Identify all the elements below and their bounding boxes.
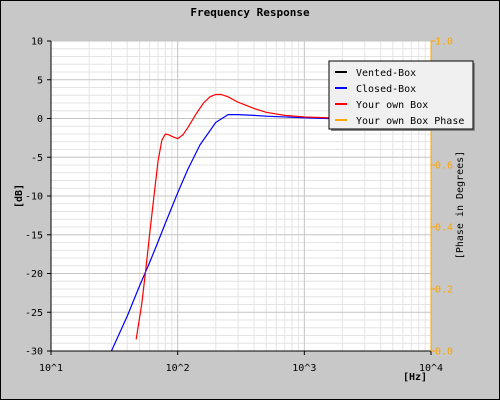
y-tick-label: 5 (37, 75, 43, 86)
y2-axis-label: [Phase in Degrees] (455, 151, 466, 259)
y2-tick-label: 0.6 (435, 161, 453, 172)
legend-label-1: Closed-Box (356, 84, 416, 95)
y2-tick-label: 0.0 (435, 347, 453, 358)
y-tick-label: -25 (25, 308, 43, 319)
y-tick-label: -20 (25, 269, 43, 280)
series-line-1 (110, 114, 355, 352)
x-tick-label: 10^4 (419, 363, 443, 374)
legend-box (328, 60, 474, 130)
series-layer (110, 93, 355, 352)
y-tick-label: 10 (31, 37, 43, 48)
y2-tick-label: 0.4 (435, 223, 453, 234)
y2-tick-label: 0.2 (435, 285, 453, 296)
x-tick-label: 10^1 (39, 363, 63, 374)
x-tick-label: 10^2 (166, 363, 190, 374)
y-axis-label: [dB] (14, 184, 25, 208)
legend: Vented-Box Closed-Box Your own Box Your own… (328, 60, 475, 131)
axes: 10 5 0 -5 -10 -15 -20 -25 -30 10^1 10^2 10^3 10^4 1.0… (25, 37, 453, 375)
series-line-2 (135, 93, 355, 340)
y-tick-label: -10 (25, 192, 43, 203)
y-tick-label: 0 (37, 114, 43, 125)
chart-title: Frequency Response (190, 6, 310, 19)
x-axis-label: [Hz] (403, 372, 427, 383)
legend-label-2: Your own Box (356, 100, 428, 111)
x-tick-label: 10^3 (292, 363, 316, 374)
legend-label-0: Vented-Box (356, 68, 416, 79)
y-tick-label: -5 (31, 153, 43, 164)
legend-label-3: Your own Box Phase (356, 116, 464, 127)
y-tick-label: -30 (25, 347, 43, 358)
y2-tick-label: 1.0 (435, 37, 453, 48)
y-tick-label: -15 (25, 230, 43, 241)
